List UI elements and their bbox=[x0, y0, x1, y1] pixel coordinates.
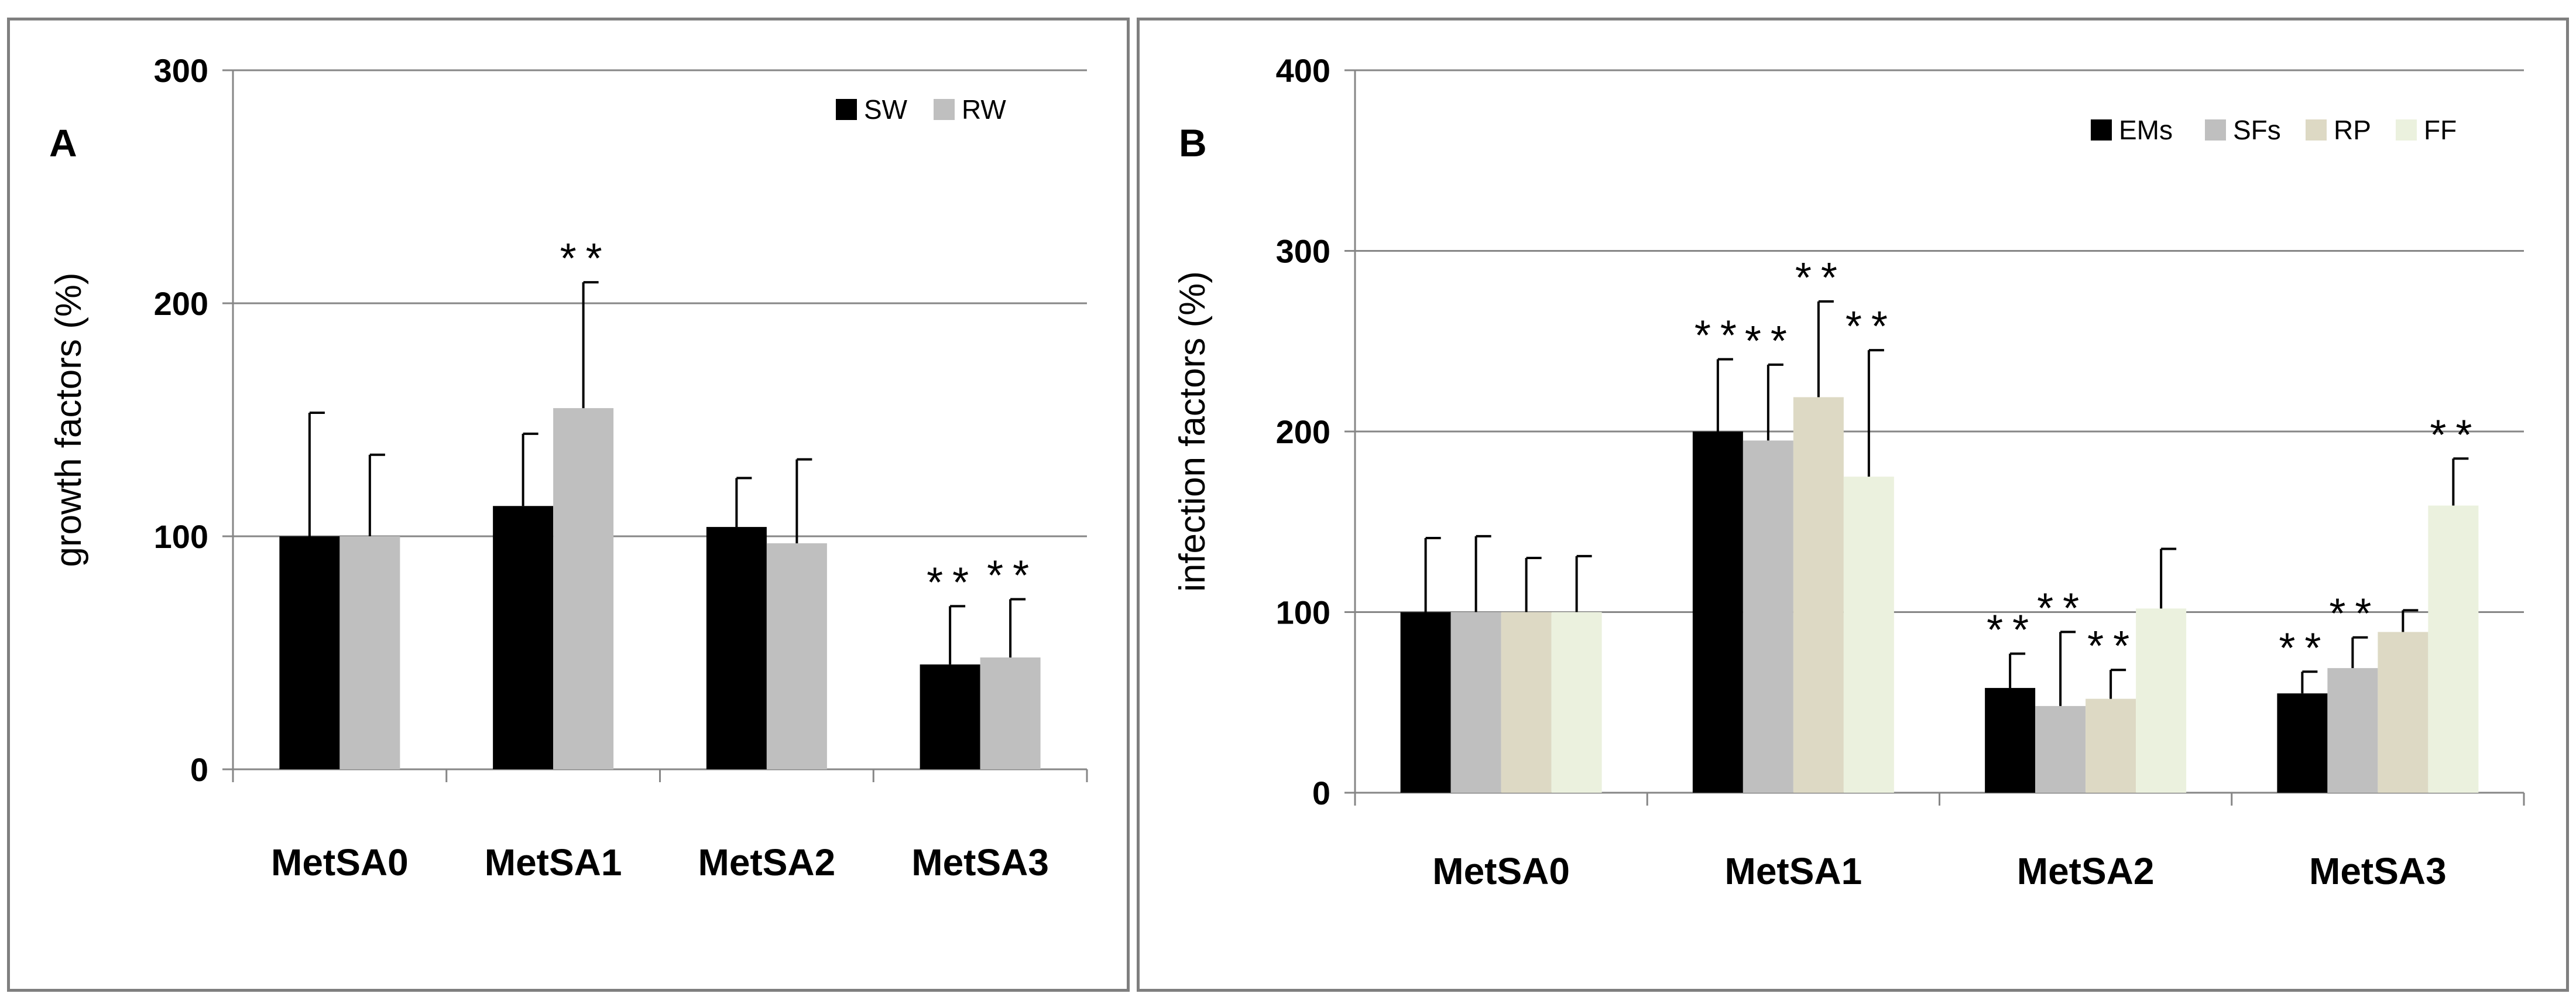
category-label: MetSA2 bbox=[2017, 850, 2155, 892]
bar-ff bbox=[2136, 608, 2187, 793]
y-axis-label: growth factors (%) bbox=[49, 272, 89, 567]
bar-sw bbox=[279, 536, 340, 769]
bar-sfs bbox=[2035, 705, 2086, 793]
significance-stars: ** bbox=[1745, 318, 1796, 365]
bar-rp bbox=[2378, 632, 2428, 793]
bar-rp bbox=[1793, 397, 1844, 793]
bar-sfs bbox=[1450, 612, 1501, 793]
bar-rw bbox=[980, 657, 1041, 769]
bar-ems bbox=[1400, 612, 1451, 793]
bar-sw bbox=[706, 527, 767, 769]
bar-rw bbox=[553, 408, 614, 769]
significance-stars: ** bbox=[2037, 585, 2088, 632]
legend-swatch bbox=[934, 99, 955, 120]
panel-label: A bbox=[49, 121, 77, 165]
significance-stars: ** bbox=[987, 552, 1038, 599]
bar-rw bbox=[339, 536, 400, 769]
y-tick-label: 200 bbox=[154, 285, 208, 322]
y-tick-label: 200 bbox=[1276, 413, 1330, 450]
significance-stars: ** bbox=[927, 559, 978, 606]
significance-stars: ** bbox=[1795, 255, 1847, 302]
y-tick-label: 300 bbox=[154, 52, 208, 89]
y-tick-label: 400 bbox=[1276, 52, 1330, 89]
chart-panel-a: 0 100 200 300 ** ** ** MetSA0 MetSA1 MetSA2 MetSA3… bbox=[7, 18, 1130, 992]
legend-swatch bbox=[2306, 119, 2327, 141]
significance-stars: ** bbox=[2279, 625, 2330, 672]
bar-sfs bbox=[2327, 668, 2378, 793]
category-label: MetSA0 bbox=[1432, 850, 1570, 892]
bar-rw bbox=[766, 543, 827, 769]
category-label: MetSA3 bbox=[911, 841, 1049, 883]
legend-label: EMs bbox=[2119, 115, 2173, 145]
bar-rp bbox=[1501, 612, 1552, 793]
category-label: MetSA0 bbox=[271, 841, 409, 883]
significance-stars: ** bbox=[560, 235, 612, 282]
y-tick-label: 300 bbox=[1276, 233, 1330, 270]
y-tick-label: 100 bbox=[154, 518, 208, 555]
legend-swatch bbox=[836, 99, 857, 120]
bar-sw bbox=[493, 506, 554, 769]
bar-ff bbox=[2428, 505, 2479, 793]
legend-swatch bbox=[2205, 119, 2226, 141]
bar-rp bbox=[2086, 698, 2136, 793]
legend-swatch bbox=[2396, 119, 2417, 141]
y-tick-label: 100 bbox=[1276, 594, 1330, 631]
y-tick-label: 0 bbox=[1312, 775, 1330, 811]
significance-stars: ** bbox=[2329, 591, 2381, 638]
legend-label: RW bbox=[962, 94, 1006, 125]
significance-stars: ** bbox=[2430, 412, 2481, 458]
chart-panel-b: 0 100 200 300 400 ** ** ** ** ** ** ** ** ** ** MetSA0 M… bbox=[1137, 18, 2569, 992]
bar-ff bbox=[1551, 612, 1602, 793]
legend-label: RP bbox=[2334, 115, 2371, 145]
y-axis-label: infection factors (%) bbox=[1172, 271, 1213, 592]
category-label: MetSA1 bbox=[1725, 850, 1862, 892]
category-label: MetSA2 bbox=[698, 841, 836, 883]
category-label: MetSA1 bbox=[485, 841, 622, 883]
category-label: MetSA3 bbox=[2309, 850, 2447, 892]
panel-label: B bbox=[1179, 121, 1207, 165]
bar-sfs bbox=[1743, 440, 1793, 793]
legend-swatch bbox=[2091, 119, 2112, 141]
significance-stars: ** bbox=[1987, 607, 2038, 653]
bar-ff bbox=[1843, 477, 1894, 793]
legend-label: FF bbox=[2424, 115, 2457, 145]
bar-ems bbox=[2277, 693, 2328, 793]
bar-ems bbox=[1692, 431, 1743, 793]
bar-ems bbox=[1985, 688, 2036, 793]
significance-stars: ** bbox=[2087, 623, 2139, 670]
legend-label: SFs bbox=[2233, 115, 2281, 145]
legend-label: SW bbox=[864, 94, 908, 125]
significance-stars: ** bbox=[1846, 303, 1897, 350]
bar-sw bbox=[920, 664, 980, 769]
significance-stars: ** bbox=[1695, 313, 1746, 359]
y-tick-label: 0 bbox=[190, 751, 208, 788]
